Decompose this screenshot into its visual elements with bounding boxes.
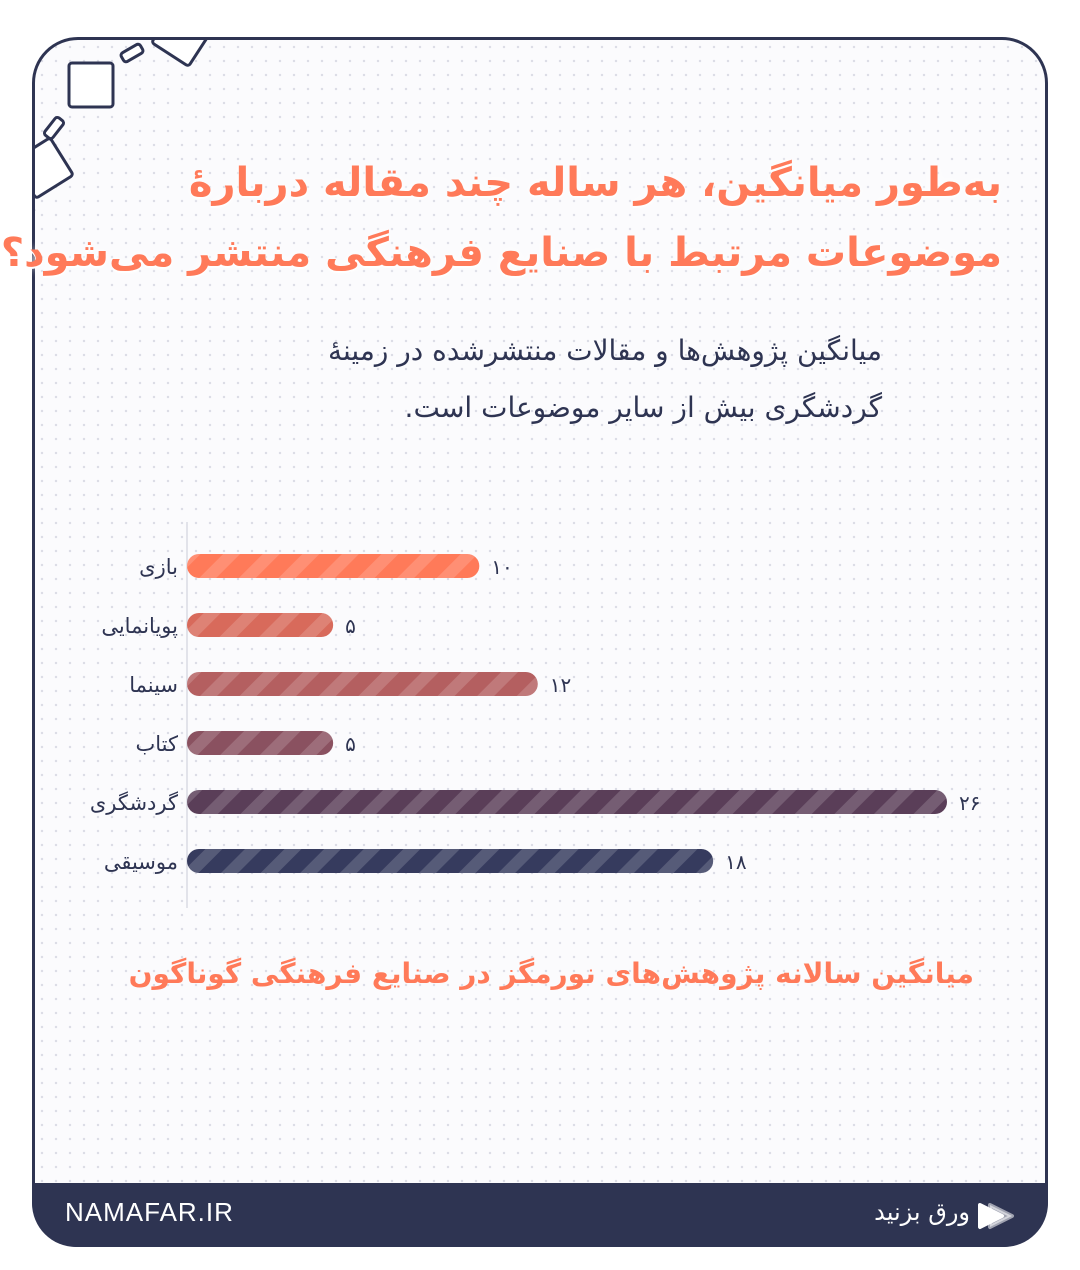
category-label-5: موسیقی	[104, 850, 178, 874]
chart-caption: میانگین سالانه پژوهش‌های نورمگز در صنایع…	[128, 957, 974, 990]
bar-stripes-0	[187, 554, 480, 578]
value-label-2: ۱۲	[550, 673, 571, 697]
subtitle-line-2: گردشگری بیش از سایر موضوعات است.	[404, 391, 882, 424]
footer: NAMAFAR.IR ورق بزنید	[32, 1183, 1048, 1247]
value-label-4: ۲۶	[959, 791, 980, 815]
value-label-1: ۵	[345, 614, 356, 638]
category-label-1: پویانمایی	[101, 614, 178, 638]
bar-stripes-1	[187, 613, 334, 637]
title-line-2: موضوعات مرتبط با صنایع فرهنگی منتشر می‌ش…	[0, 230, 1002, 276]
category-label-3: کتاب	[135, 732, 178, 756]
swipe-label: ورق بزنید	[874, 1198, 970, 1226]
category-label-4: گردشگری	[90, 791, 178, 815]
title-line-1: به‌طور میانگین، هر ساله چند مقاله درباره…	[188, 160, 1002, 206]
value-label-3: ۵	[345, 732, 356, 756]
value-label-5: ۱۸	[725, 850, 747, 874]
brand-link[interactable]: NAMAFAR.IR	[65, 1197, 234, 1227]
category-label-2: سینما	[129, 673, 178, 697]
bar-stripes-2	[187, 672, 538, 696]
bar-stripes-4	[187, 790, 947, 814]
subtitle-line-1: میانگین پژوهش‌ها و مقالات منتشرشده در زم…	[327, 334, 882, 367]
bar-stripes-5	[187, 849, 714, 873]
swipe-arrow-icon[interactable]	[976, 1202, 1016, 1230]
bar-stripes-3	[187, 731, 334, 755]
bar-chart: بازی ۱۰ پویانمایی ۵ سینما ۱۲ کتاب ۵ گردشگری ۲۶ موس…	[90, 522, 980, 908]
decorative-squares-icon	[35, 40, 213, 230]
category-label-0: بازی	[139, 555, 178, 579]
value-label-0: ۱۰	[491, 555, 512, 579]
card	[32, 37, 1048, 1247]
